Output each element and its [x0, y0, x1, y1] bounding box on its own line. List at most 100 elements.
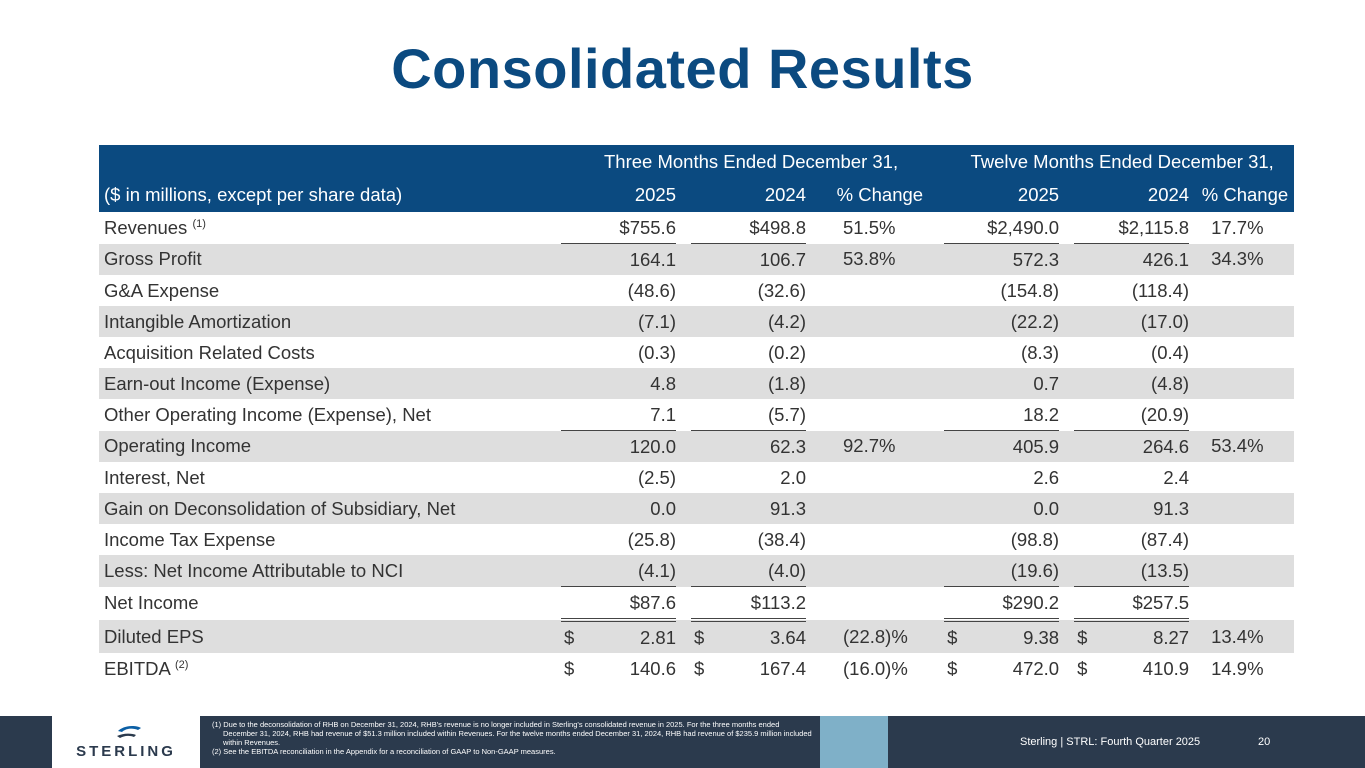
dollar-sign: [1074, 212, 1095, 244]
spacer: [1059, 430, 1075, 462]
page-title: Consolidated Results: [391, 37, 974, 100]
dollar-sign: [561, 306, 581, 337]
row-label: Less: Net Income Attributable to NCI: [104, 559, 404, 581]
y2024-value: (118.4): [1131, 279, 1190, 301]
y2024-value: $257.5: [1094, 586, 1190, 622]
q2024-value: 2.0: [780, 466, 806, 488]
company-quarter-label: Sterling | STRL: Fourth Quarter 2025: [1020, 736, 1201, 748]
dollar-sign: [1074, 430, 1095, 462]
spacer: [1059, 555, 1075, 587]
y2025-value: (154.8): [1000, 279, 1060, 301]
spacer: [1059, 462, 1074, 493]
spacer: [806, 337, 821, 368]
row-label: Revenues: [104, 216, 188, 238]
q-change-value: [821, 524, 929, 555]
row-label-cell: Diluted EPS: [99, 620, 561, 653]
table-row: Gain on Deconsolidation of Subsidiary, N…: [99, 493, 1295, 524]
dollar-sign: [1074, 399, 1095, 431]
q-change-value: [821, 587, 929, 621]
twelve-months-header: Twelve Months Ended December 31,: [944, 145, 1295, 178]
y2024-value: 91.3: [1094, 493, 1190, 524]
footnote-2: (2) See the EBITDA reconciliation in the…: [212, 747, 556, 756]
row-label: Intangible Amortization: [104, 310, 292, 332]
q2025-value: (25.8): [627, 528, 676, 550]
spacer: [806, 430, 821, 462]
q2024-value: (32.6): [757, 279, 806, 301]
dollar-sign: $: [947, 657, 958, 679]
sterling-logo-mark-icon: [117, 726, 141, 738]
spacer: [676, 555, 691, 587]
q-change-value: [821, 275, 929, 306]
dollar-sign: [944, 586, 965, 622]
dollar-sign: [944, 493, 965, 524]
y2025-header: 2025: [944, 178, 1060, 212]
table-row: Income Tax Expense (25.8) (38.4) (98.8) (87.…: [99, 524, 1294, 555]
q2025-value: (2.5): [637, 466, 676, 488]
y2025-value: 0.0: [964, 493, 1060, 524]
q2024-value: $498.8: [711, 212, 806, 244]
spacer: [929, 275, 944, 306]
y-change-value: [1189, 555, 1295, 587]
spacer: [1059, 524, 1074, 555]
spacer: [676, 430, 691, 462]
row-label: Acquisition Related Costs: [104, 341, 315, 363]
dollar-sign: [944, 306, 965, 337]
y2024-header: 2024: [1074, 178, 1190, 212]
spacer: [1059, 653, 1074, 684]
spacer: [806, 620, 821, 653]
q2024-value: (0.2): [767, 341, 806, 363]
y-change-value: [1189, 306, 1295, 337]
dollar-sign: [691, 306, 711, 337]
y2025-value: (22.2): [964, 306, 1060, 337]
row-label: Income Tax Expense: [104, 528, 276, 550]
q2024-header: 2024: [691, 178, 806, 212]
q2024-value: 62.3: [711, 430, 806, 462]
row-label-cell: EBITDA (2): [99, 653, 561, 684]
footer-accent-block: [820, 716, 888, 768]
q2024-value: $113.2: [711, 586, 806, 622]
row-label-cell: Interest, Net: [99, 462, 561, 493]
y2024-value: (0.4): [1151, 341, 1190, 363]
dollar-sign: [561, 243, 581, 275]
spacer: [929, 620, 945, 653]
spacer: [676, 243, 691, 275]
q2024-value: (1.8): [711, 368, 806, 399]
spacer: [806, 368, 821, 399]
row-label: Interest, Net: [104, 466, 205, 488]
spacer: [806, 555, 821, 587]
y2025-value: (8.3): [1021, 341, 1060, 363]
q-change-value: [821, 493, 930, 524]
q2025-value: 4.8: [581, 368, 676, 399]
table-row: G&A Expense (48.6) (32.6) (154.8) (118.4): [99, 275, 1294, 306]
spacer: [929, 587, 944, 621]
table-row: Earn-out Income (Expense) 4.8 (1.8) 0.7 (4.8…: [99, 368, 1295, 399]
q-change-value: (22.8)%: [821, 620, 930, 653]
table-row: Revenues (1) $755.6 $498.8 51.5% $2,490.0 $2,…: [99, 212, 1294, 244]
q2024-value: (38.4): [757, 528, 806, 550]
dollar-sign: [561, 399, 581, 431]
footnotes: (1) Due to the deconsolidation of RHB on…: [212, 720, 812, 756]
row-label: Gross Profit: [104, 248, 202, 270]
dollar-sign: [1074, 275, 1094, 306]
q2025-value: 2.81: [581, 620, 676, 653]
y-change-header: % Change: [1189, 178, 1295, 212]
row-label: Other Operating Income (Expense), Net: [104, 403, 431, 425]
dollar-sign: [944, 337, 964, 368]
spacer: [676, 462, 691, 493]
q2025-value: 120.0: [581, 430, 676, 462]
dollar-sign: [944, 524, 964, 555]
dollar-sign: [691, 337, 711, 368]
q2024-value: 167.4: [759, 657, 806, 679]
dollar-sign: [944, 462, 964, 493]
spacer: [929, 462, 944, 493]
spacer: [1059, 337, 1074, 368]
y2025-value: $2,490.0: [964, 212, 1060, 244]
dollar-sign: [944, 555, 965, 587]
q2025-value: $87.6: [581, 586, 676, 622]
dollar-sign: [691, 555, 711, 587]
q-change-value: [821, 306, 930, 337]
q2025-value: 7.1: [581, 399, 676, 431]
spacer: [1059, 368, 1075, 399]
label-column-header: ($ in millions, except per share data): [99, 178, 561, 212]
y2024-value: (4.8): [1094, 368, 1190, 399]
